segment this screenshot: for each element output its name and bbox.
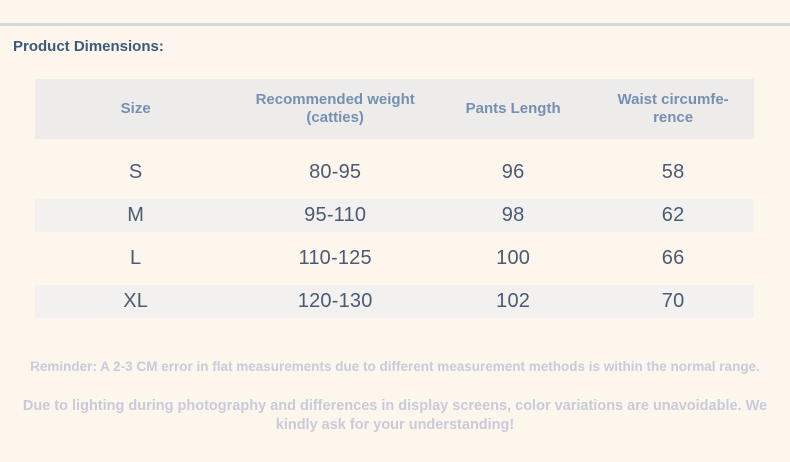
cell-weight: 80-95 — [309, 161, 362, 183]
color-variation-disclaimer: Due to lighting during photography and d… — [22, 398, 768, 433]
cell-size: M — [35, 194, 237, 237]
cell-size: XL — [35, 280, 237, 323]
cell-size: L — [129, 247, 142, 269]
table-row: M 95-110 98 62 — [35, 194, 754, 237]
column-header-size: Size — [35, 79, 237, 139]
column-header-pants-length: Pants Length — [434, 79, 593, 139]
table-header-row: Size Recommended weight (catties) Pants … — [35, 79, 754, 139]
top-spacer — [0, 0, 790, 23]
cell-waist: 58 — [661, 161, 685, 183]
table-row: S 80-95 96 58 — [35, 151, 754, 194]
cell-weight: 95-110 — [236, 194, 435, 237]
dimensions-table-container: Size Recommended weight (catties) Pants … — [35, 79, 754, 323]
column-header-waist: Waist circumfe- rence — [592, 79, 754, 139]
page-title: Product Dimensions: — [13, 38, 164, 55]
measurement-tolerance-note: Reminder: A 2-3 CM error in flat measure… — [30, 359, 760, 374]
table-row: L 110-125 100 66 — [35, 237, 754, 280]
section-divider — [0, 23, 790, 26]
cell-pants-length: 98 — [434, 194, 593, 237]
cell-waist: 62 — [592, 194, 754, 237]
table-row: XL 120-130 102 70 — [35, 280, 754, 323]
cell-pants-length: 100 — [496, 247, 531, 269]
cell-weight: 120-130 — [236, 280, 435, 323]
cell-weight: 110-125 — [298, 247, 372, 269]
cell-waist: 66 — [661, 247, 685, 269]
column-header-weight: Recommended weight (catties) — [236, 79, 435, 139]
cell-size: S — [128, 161, 143, 183]
cell-pants-length: 102 — [434, 280, 593, 323]
cell-waist: 70 — [592, 280, 754, 323]
dimensions-table: Size Recommended weight (catties) Pants … — [35, 79, 754, 323]
cell-pants-length: 96 — [501, 161, 525, 183]
